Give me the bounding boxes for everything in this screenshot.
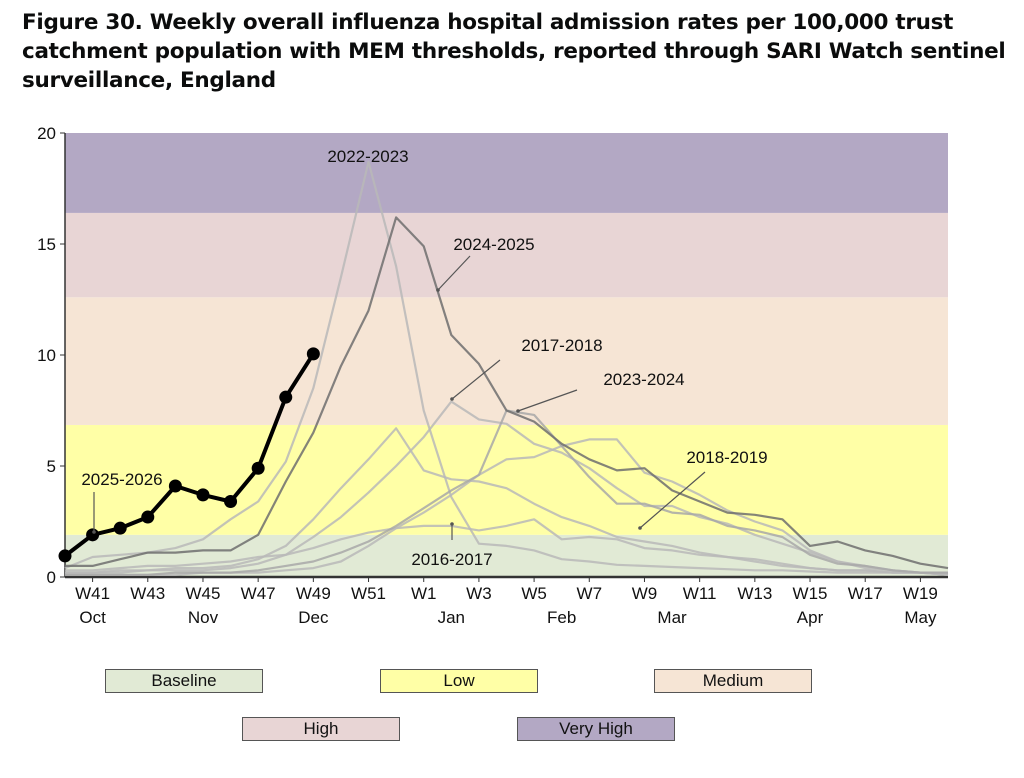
- y-tick-label: 20: [37, 124, 56, 143]
- data-point: [168, 479, 182, 493]
- month-label: May: [904, 608, 937, 627]
- annotation-arrow: [639, 471, 706, 529]
- month-label: Jan: [438, 608, 465, 627]
- y-tick-label: 5: [47, 457, 56, 476]
- series-label: 2018-2019: [686, 448, 767, 467]
- x-tick-label: W3: [466, 584, 492, 603]
- legend-item-medium: Medium: [654, 669, 812, 693]
- x-tick-label: W41: [75, 584, 110, 603]
- data-point: [251, 461, 265, 475]
- annotation-arrow: [517, 389, 578, 412]
- data-point: [58, 549, 72, 563]
- legend-item-low: Low: [380, 669, 538, 693]
- annotation-arrowhead: [516, 409, 520, 413]
- series-label: 2017-2018: [521, 336, 602, 355]
- annotation-arrowhead: [638, 526, 642, 530]
- month-label: Oct: [79, 608, 106, 627]
- legend-item-high: High: [242, 717, 400, 741]
- series-line-unlabeled: [65, 427, 949, 576]
- x-tick-label: W13: [737, 584, 772, 603]
- chart-title: Figure 30. Weekly overall influenza hosp…: [22, 10, 1006, 93]
- month-label: Mar: [657, 608, 687, 627]
- legend-item-baseline: Baseline: [105, 669, 263, 693]
- y-tick-label: 0: [47, 568, 56, 587]
- month-label: Nov: [188, 608, 219, 627]
- series-label: 2016-2017: [411, 550, 492, 569]
- annotation-arrowhead: [450, 522, 454, 526]
- annotation-arrow: [437, 255, 471, 291]
- x-tick-label: W11: [683, 584, 717, 603]
- legend-item-very-high: Very High: [517, 717, 675, 741]
- x-tick-label: W47: [241, 584, 276, 603]
- x-tick-label: W19: [903, 584, 938, 603]
- x-tick-label: W7: [577, 584, 603, 603]
- series-line-2024-2025: [65, 216, 949, 570]
- data-point: [306, 347, 320, 361]
- data-point: [141, 510, 155, 524]
- series-line-2025-2026: [63, 352, 315, 558]
- series-label: 2024-2025: [453, 235, 534, 254]
- x-tick-label: W17: [848, 584, 883, 603]
- series-label: 2022-2023: [327, 147, 408, 166]
- series-line-2022-2023: [64, 160, 948, 574]
- data-point: [196, 488, 210, 502]
- data-point: [279, 390, 293, 404]
- x-tick-label: W49: [296, 584, 331, 603]
- x-tick-label: W45: [185, 584, 220, 603]
- series-label: 2023-2024: [603, 370, 684, 389]
- x-tick-label: W5: [521, 584, 547, 603]
- annotation-arrow: [451, 359, 501, 400]
- data-point: [224, 495, 238, 509]
- x-tick-label: W51: [351, 584, 386, 603]
- x-tick-label: W1: [411, 584, 437, 603]
- annotation-arrowhead: [450, 397, 454, 401]
- x-tick-label: W43: [130, 584, 165, 603]
- annotation-arrowhead: [436, 288, 440, 292]
- x-tick-label: W9: [632, 584, 658, 603]
- threshold-band-medium: [65, 297, 948, 425]
- series-label: 2025-2026: [81, 470, 162, 489]
- data-point: [86, 528, 100, 542]
- month-label: Apr: [797, 608, 824, 627]
- data-point: [113, 521, 127, 535]
- threshold-band-high: [65, 212, 948, 298]
- y-tick-label: 15: [37, 235, 56, 254]
- threshold-band-low: [65, 424, 948, 535]
- annotation-arrowhead: [92, 530, 96, 534]
- month-label: Feb: [547, 608, 576, 627]
- month-label: Dec: [298, 608, 329, 627]
- threshold-band-very-high: [65, 133, 948, 213]
- y-tick-label: 10: [37, 346, 56, 365]
- x-tick-label: W15: [793, 584, 828, 603]
